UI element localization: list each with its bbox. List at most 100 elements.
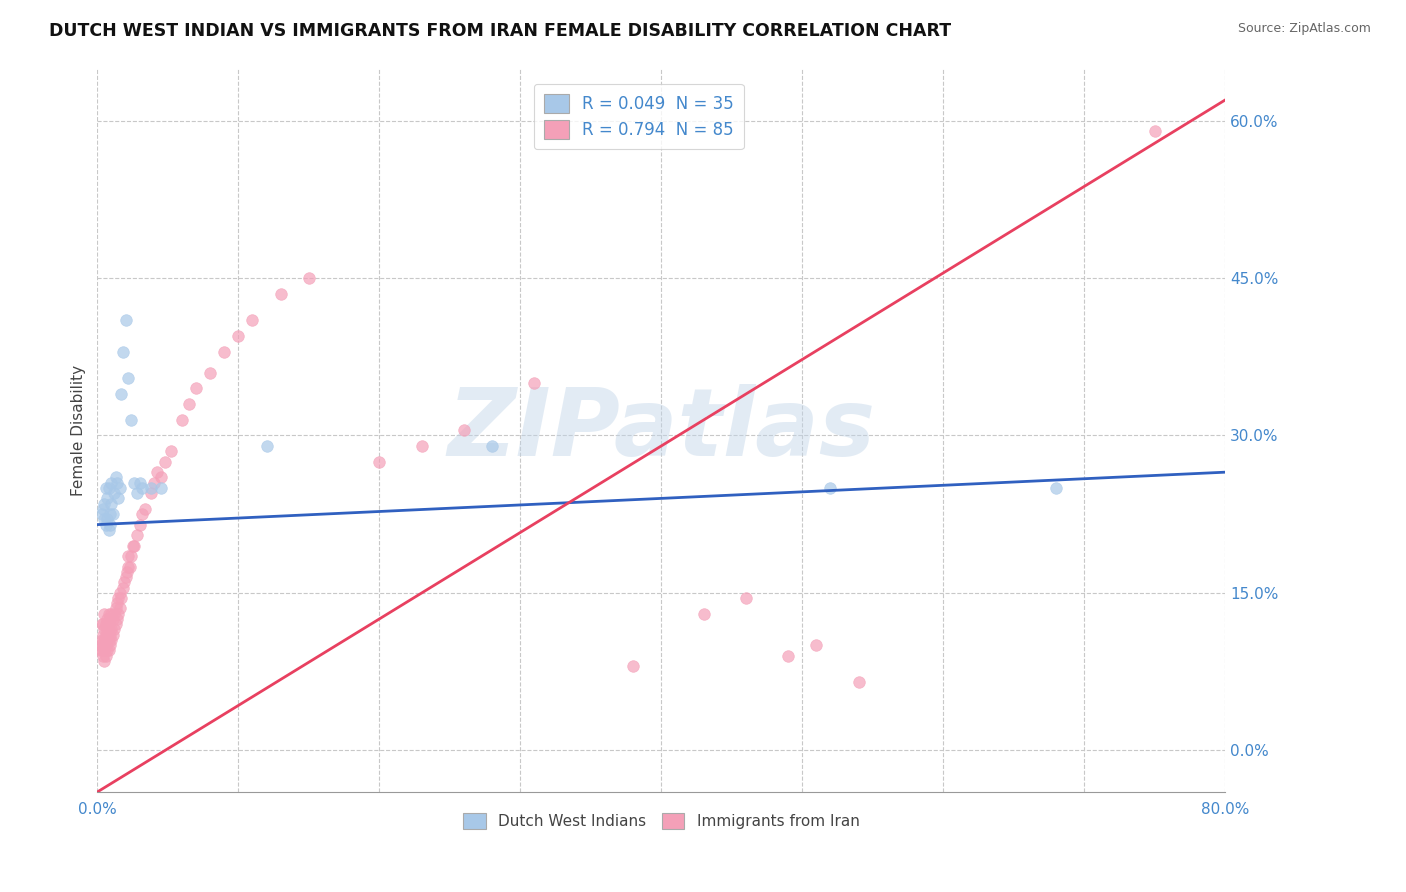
Point: [94, 628, 117, 642]
Text: ZIPatlas: ZIPatlas: [447, 384, 876, 476]
Point: [125, 486, 148, 500]
Point: [242, 313, 264, 327]
Point: [105, 596, 128, 610]
Point: [97, 632, 120, 647]
Point: [159, 444, 181, 458]
Point: [100, 475, 122, 490]
Point: [1045, 481, 1067, 495]
Point: [98, 628, 121, 642]
Text: DUTCH WEST INDIAN VS IMMIGRANTS FROM IRAN FEMALE DISABILITY CORRELATION CHART: DUTCH WEST INDIAN VS IMMIGRANTS FROM IRA…: [49, 22, 952, 40]
Point: [142, 475, 165, 490]
Point: [108, 586, 131, 600]
Point: [98, 638, 121, 652]
Point: [108, 601, 131, 615]
Point: [100, 632, 122, 647]
Point: [96, 623, 118, 637]
Point: [107, 607, 129, 621]
Point: [778, 648, 800, 663]
Point: [692, 607, 714, 621]
Point: [117, 559, 139, 574]
Point: [117, 549, 139, 563]
Point: [104, 470, 127, 484]
Point: [170, 413, 193, 427]
Point: [256, 439, 278, 453]
Point: [122, 539, 145, 553]
Point: [108, 481, 131, 495]
Point: [94, 648, 117, 663]
Point: [134, 501, 156, 516]
Point: [411, 439, 433, 453]
Point: [104, 617, 127, 632]
Point: [100, 607, 122, 621]
Point: [94, 617, 117, 632]
Point: [145, 465, 167, 479]
Point: [621, 659, 644, 673]
Y-axis label: Female Disability: Female Disability: [72, 365, 86, 496]
Point: [96, 491, 118, 506]
Point: [212, 344, 235, 359]
Point: [97, 643, 120, 657]
Text: Source: ZipAtlas.com: Source: ZipAtlas.com: [1237, 22, 1371, 36]
Point: [98, 517, 121, 532]
Point: [89, 643, 111, 657]
Point: [120, 413, 142, 427]
Point: [96, 612, 118, 626]
Point: [91, 628, 114, 642]
Point: [100, 497, 122, 511]
Point: [198, 366, 221, 380]
Point: [104, 601, 127, 615]
Point: [128, 517, 150, 532]
Point: [111, 344, 134, 359]
Point: [90, 632, 112, 647]
Point: [112, 575, 135, 590]
Point: [97, 607, 120, 621]
Point: [91, 638, 114, 652]
Point: [89, 638, 111, 652]
Point: [481, 439, 503, 453]
Point: [114, 313, 136, 327]
Point: [149, 470, 172, 484]
Point: [97, 481, 120, 495]
Point: [734, 591, 756, 605]
Point: [110, 591, 132, 605]
Point: [94, 481, 117, 495]
Point: [94, 517, 117, 532]
Point: [1143, 124, 1166, 138]
Point: [91, 617, 114, 632]
Point: [298, 271, 321, 285]
Point: [93, 623, 115, 637]
Point: [93, 607, 115, 621]
Point: [93, 512, 115, 526]
Point: [94, 638, 117, 652]
Point: [93, 643, 115, 657]
Point: [101, 612, 124, 626]
Point: [100, 623, 122, 637]
Point: [103, 486, 125, 500]
Point: [368, 455, 391, 469]
Point: [110, 386, 132, 401]
Point: [91, 648, 114, 663]
Point: [97, 623, 120, 637]
Point: [90, 617, 112, 632]
Point: [270, 287, 292, 301]
Point: [93, 654, 115, 668]
Point: [90, 507, 112, 521]
Point: [184, 381, 207, 395]
Point: [820, 481, 842, 495]
Point: [128, 475, 150, 490]
Point: [107, 591, 129, 605]
Point: [93, 497, 115, 511]
Point: [118, 559, 141, 574]
Point: [153, 455, 176, 469]
Point: [101, 628, 124, 642]
Point: [120, 549, 142, 563]
Point: [97, 523, 120, 537]
Point: [107, 491, 129, 506]
Point: [103, 623, 125, 637]
Point: [93, 632, 115, 647]
Point: [96, 643, 118, 657]
Point: [117, 371, 139, 385]
Point: [848, 674, 870, 689]
Point: [177, 397, 200, 411]
Point: [139, 481, 162, 495]
